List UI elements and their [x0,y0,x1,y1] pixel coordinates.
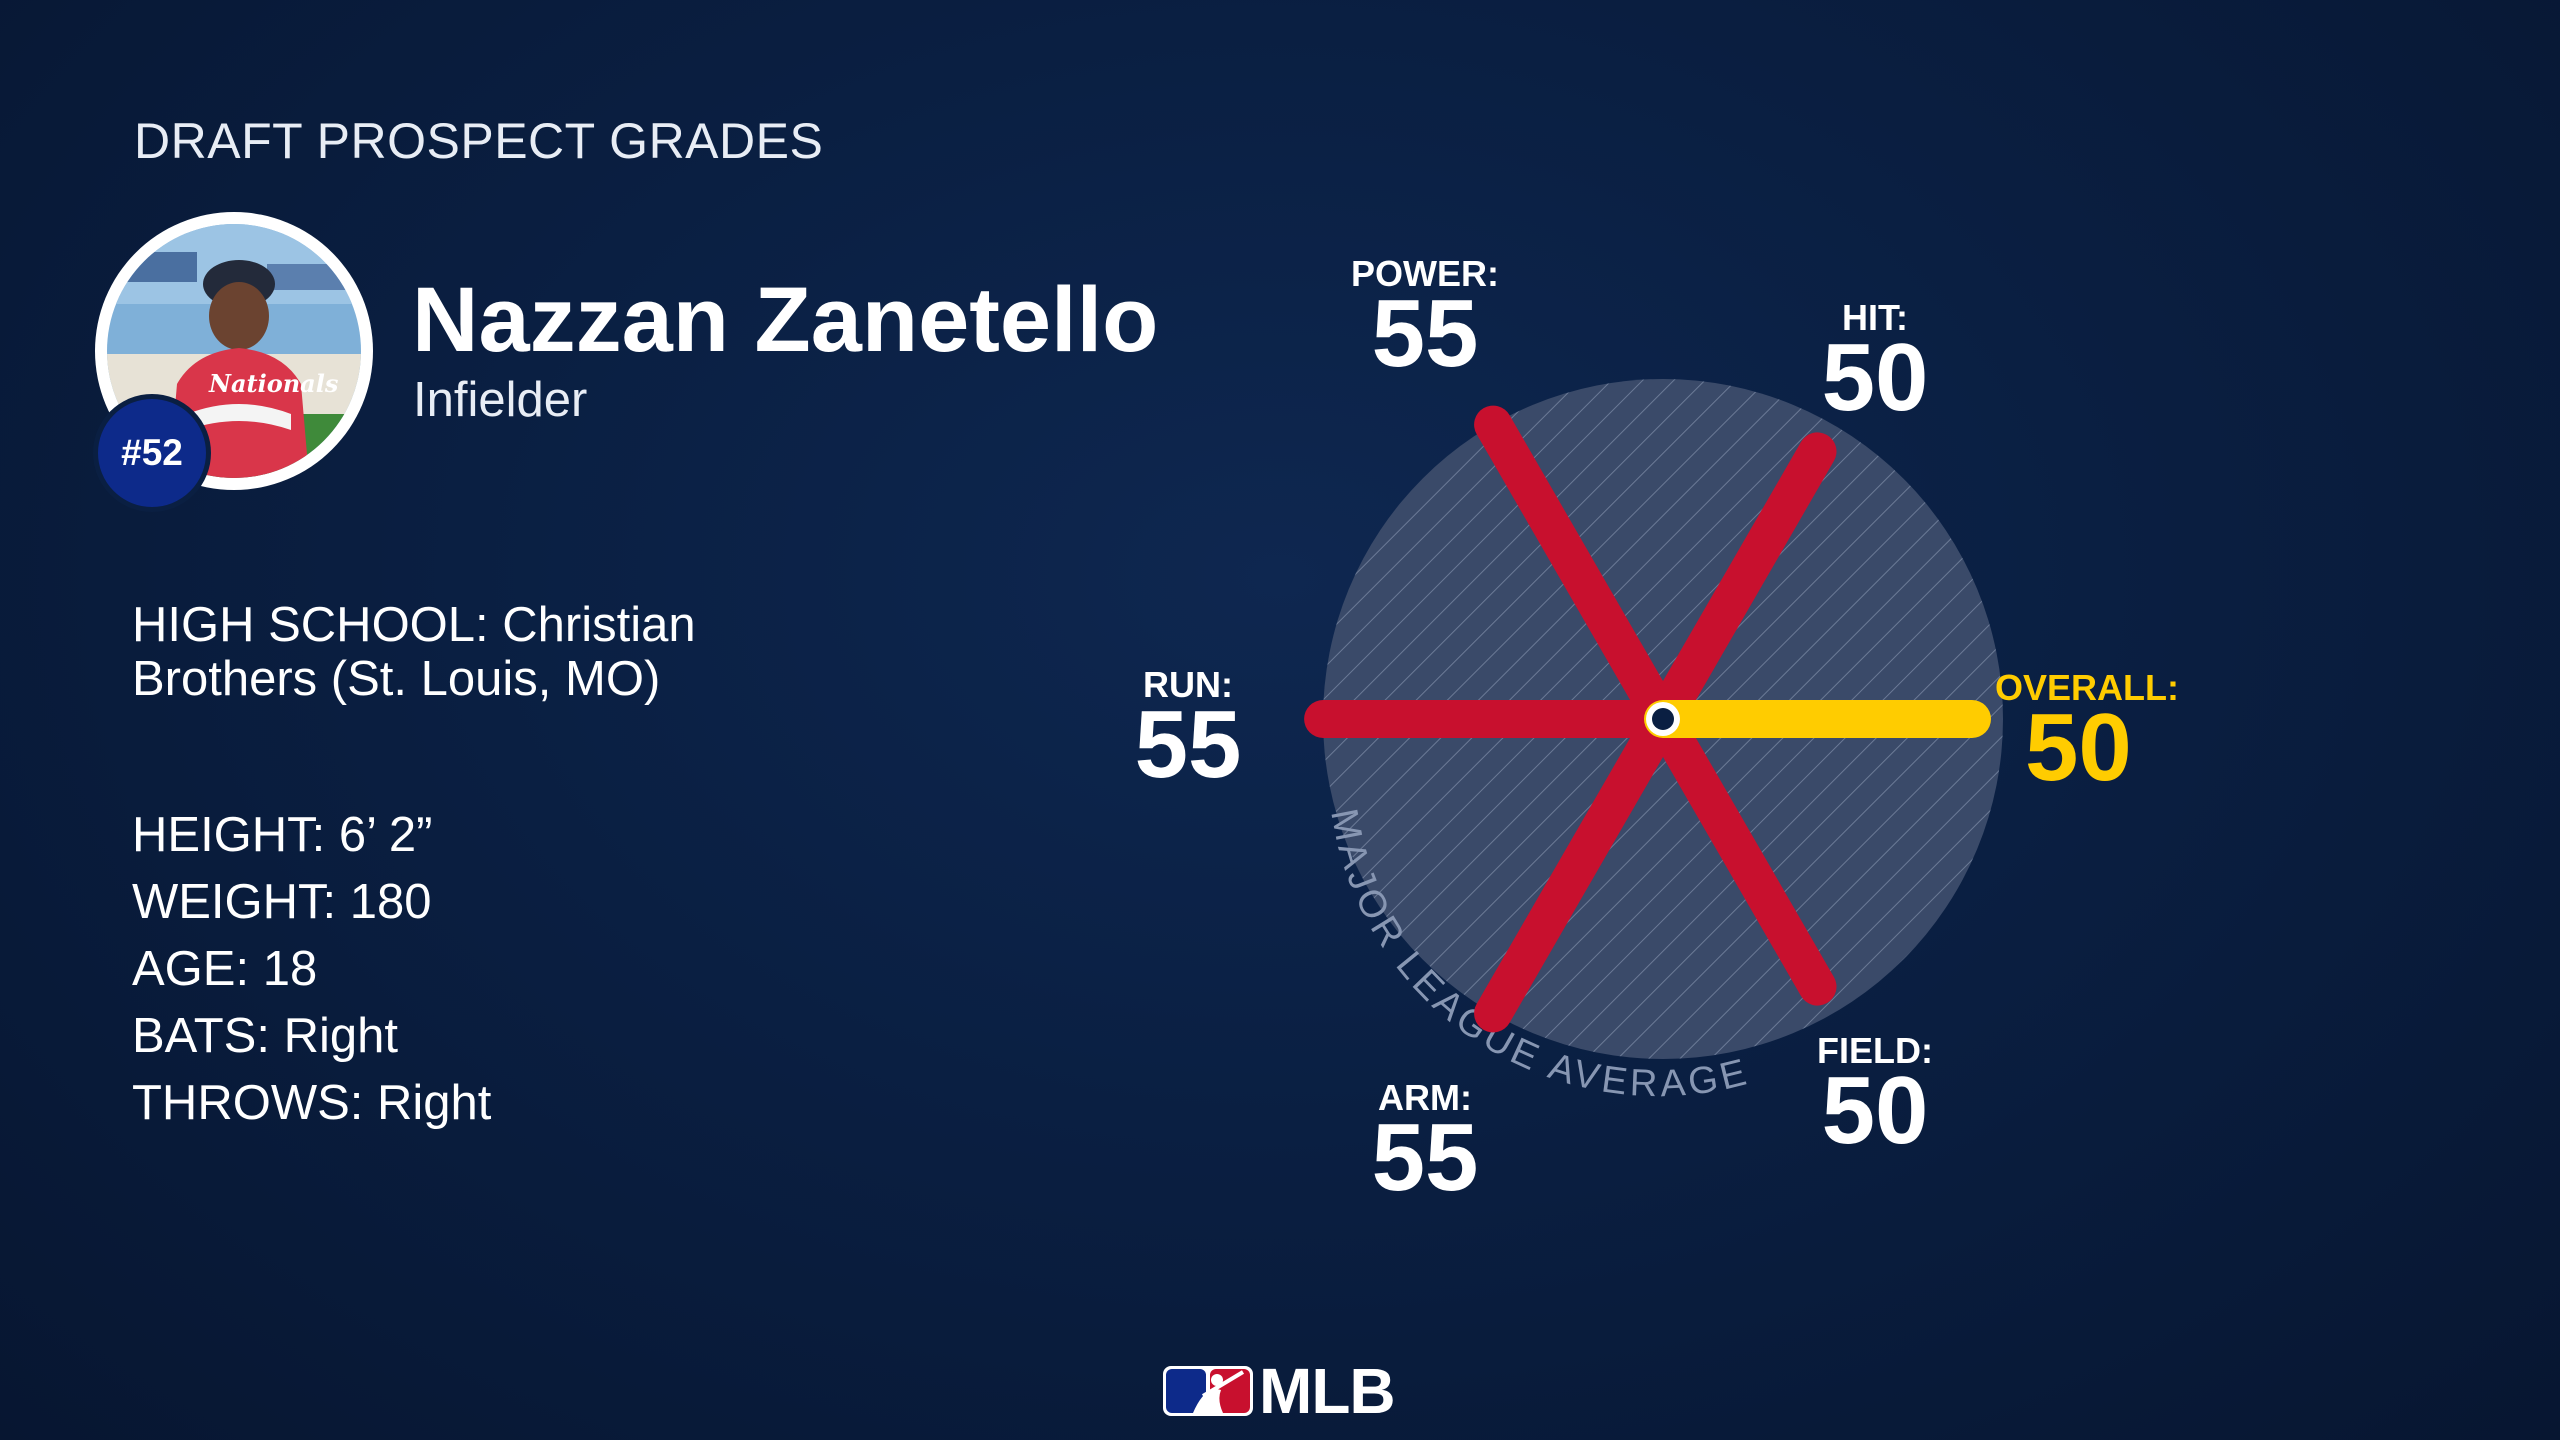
player-name: Nazzan Zanetello [412,269,1159,371]
value-hit: 50 [1822,324,1929,431]
label-hit: HIT: [1842,297,1908,338]
height: HEIGHT: 6’ 2” [132,808,433,862]
spoke-hit [1644,432,1837,738]
value-run: 55 [1135,691,1242,798]
page-title: DRAFT PROSPECT GRADES [134,113,824,169]
spoke-arm [1474,700,1682,1033]
label-arm: ARM: [1378,1077,1472,1118]
value-arm: 55 [1372,1104,1479,1211]
mlb-batter-icon [1163,1366,1253,1416]
center-hub-inner [1652,708,1674,730]
player-position: Infielder [413,373,588,427]
label-field: FIELD: [1817,1030,1933,1071]
label-power: POWER: [1351,253,1499,294]
age: AGE: 18 [132,942,318,996]
mlb-logo-text: MLB [1259,1355,1396,1427]
bats: BATS: Right [132,1009,398,1063]
label-overall: OVERALL: [1995,667,2179,708]
high-school: HIGH SCHOOL: Christian Brothers (St. Lou… [132,598,696,706]
value-power: 55 [1372,280,1479,387]
weight: WEIGHT: 180 [132,875,432,929]
value-field: 50 [1822,1057,1929,1164]
jersey-text: Nationals [208,369,339,398]
spoke-power [1474,405,1682,738]
value-overall: 50 [2025,694,2132,801]
label-run: RUN: [1143,664,1233,705]
spoke-field [1644,700,1837,1006]
mlb-logo: MLB [1163,1354,1396,1428]
throws: THROWS: Right [132,1076,492,1130]
rank-badge: #52 [93,394,211,512]
player-bio: HEIGHT: 6’ 2” WEIGHT: 180 AGE: 18 BATS: … [132,802,491,1137]
